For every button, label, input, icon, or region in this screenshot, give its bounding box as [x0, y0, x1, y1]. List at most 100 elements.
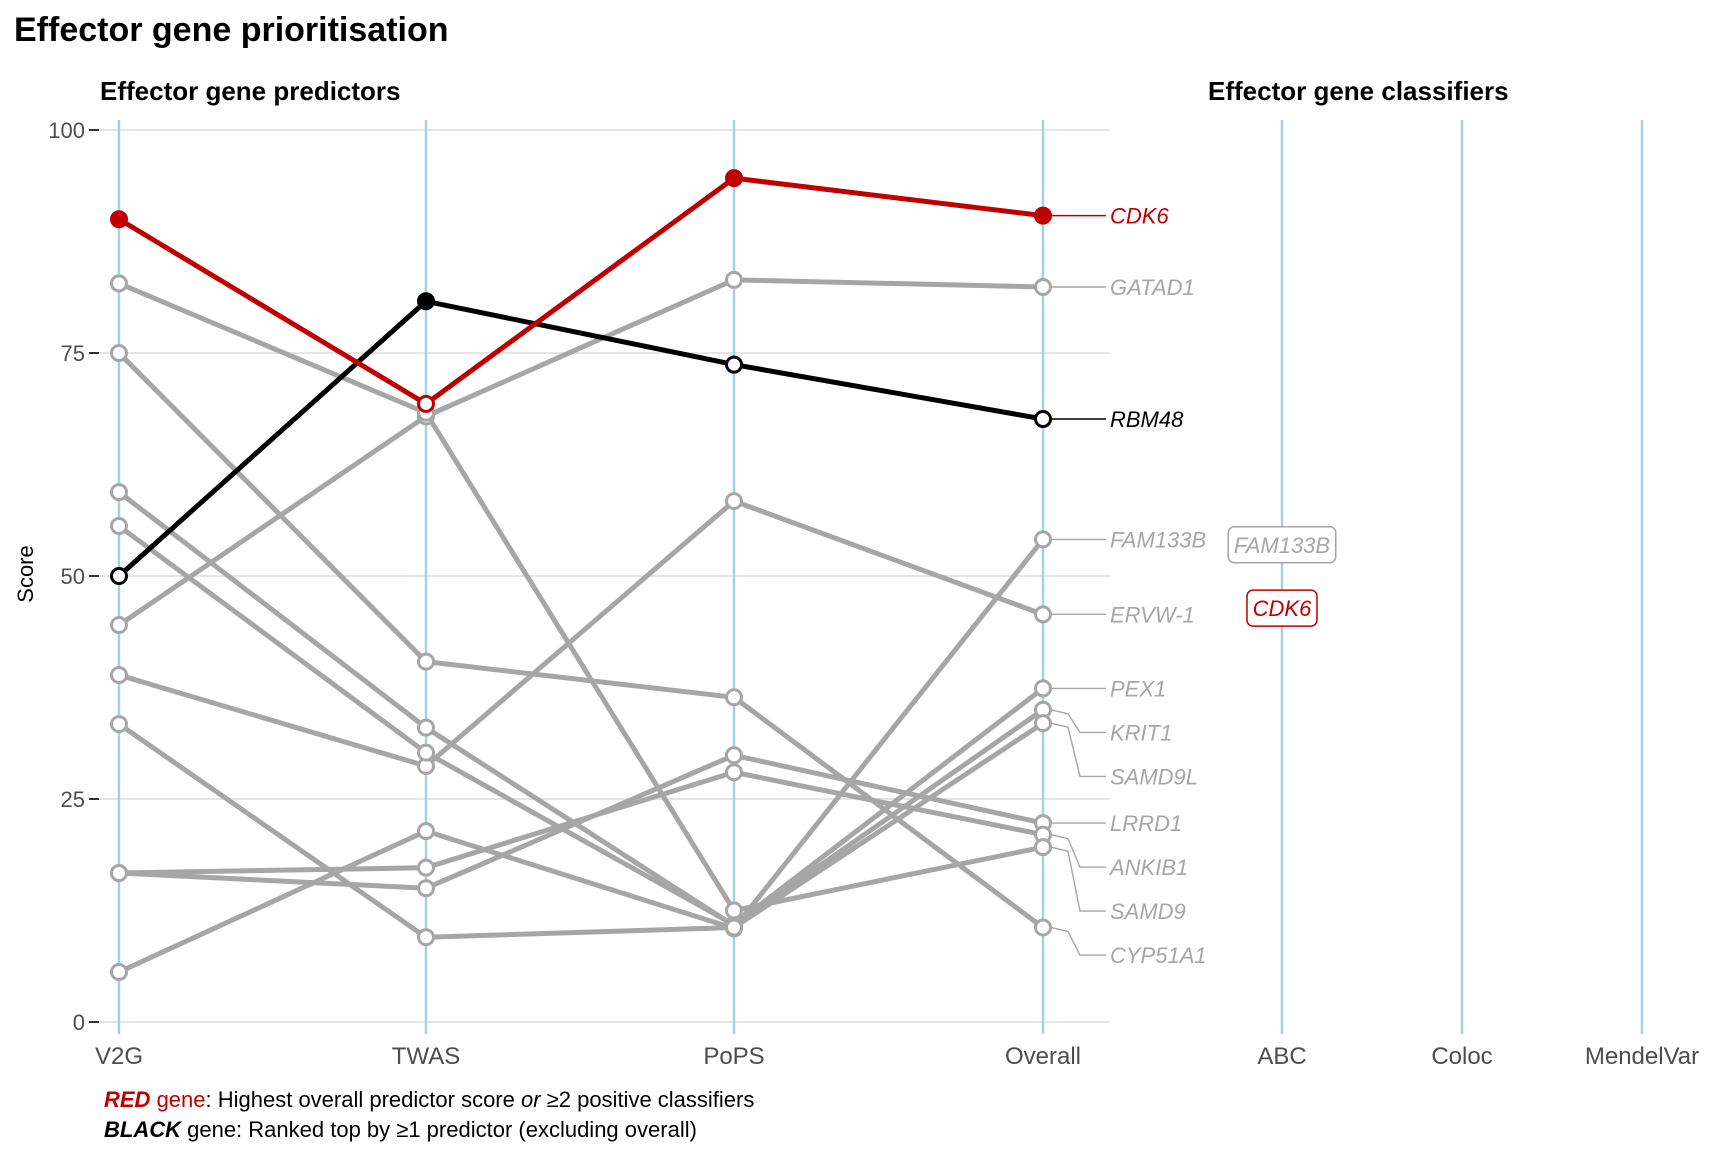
legend-red-text-a: : Highest overall predictor score	[206, 1087, 521, 1112]
series-label-lrrd1: LRRD1	[1110, 811, 1182, 836]
series-label-cdk6: CDK6	[1110, 204, 1169, 229]
x-tick-label-mendelvar: MendelVar	[1585, 1043, 1699, 1070]
point-ankib1-twas	[417, 858, 435, 877]
point-ervw-1-overall	[1034, 605, 1052, 624]
x-tick-label-abc: ABC	[1257, 1043, 1306, 1070]
classifiers-panel-title: Effector gene classifiers	[1208, 76, 1509, 106]
series-line-cyp51a1	[117, 351, 1045, 930]
point-cdk6-twas	[417, 394, 435, 413]
point-fam133b-v2g	[110, 963, 128, 982]
point-fam133b-overall	[1034, 530, 1052, 549]
legend: RED gene: Highest overall predictor scor…	[104, 1087, 754, 1142]
leader-cyp51a1	[1050, 926, 1106, 956]
series-points	[110, 169, 1052, 982]
point-rbm48-twas	[417, 292, 435, 311]
label-leaders	[1050, 214, 1106, 956]
x-tick-label-twas: TWAS	[392, 1043, 460, 1070]
point-samd9-pops	[725, 901, 743, 920]
series-label-samd9: SAMD9	[1110, 899, 1186, 924]
point-rbm48-pops	[725, 355, 743, 374]
point-cdk6-v2g	[110, 210, 128, 229]
leader-ankib1	[1050, 833, 1106, 868]
y-tick-label-75: 75	[61, 341, 85, 366]
series-labels: CDK6 GATAD1 RBM48 FAM133B ERVW-1 PEX1 KRIT1 SAM…	[1108, 204, 1207, 968]
point-fam133b-twas	[417, 822, 435, 841]
y-tick-label-50: 50	[61, 564, 85, 589]
series-line-ervw-1	[118, 498, 1044, 769]
series-line-fam133b	[117, 537, 1045, 975]
point-ankib1-v2g	[110, 864, 128, 883]
point-cdk6-pops	[725, 169, 743, 188]
series-line-samd9	[118, 281, 1044, 913]
point-gatad1-overall	[1034, 277, 1052, 296]
point-samd9-overall	[1034, 838, 1052, 857]
classifier-label-fam133b: FAM133B	[1234, 533, 1330, 558]
point-pex1-v2g	[110, 517, 128, 536]
series-lines	[117, 175, 1045, 975]
series-label-samd9l: SAMD9L	[1110, 764, 1198, 789]
classifier-label-cdk6: CDK6	[1253, 596, 1312, 621]
point-rbm48-overall	[1034, 410, 1052, 429]
point-samd9-v2g	[110, 274, 128, 293]
point-samd9l-twas	[417, 928, 435, 947]
point-pex1-overall	[1034, 679, 1052, 698]
point-lrrd1-pops	[725, 746, 743, 765]
classifier-labels: FAM133B CDK6	[1227, 526, 1337, 627]
point-cdk6-overall	[1034, 206, 1052, 225]
series-label-ervw-1: ERVW-1	[1110, 602, 1195, 627]
y-axis-ticks: 0 25 50 75 100	[48, 118, 99, 1035]
classifier-box-fam133b	[1227, 526, 1337, 564]
y-tick-label-100: 100	[48, 118, 85, 143]
leader-samd9	[1050, 846, 1106, 912]
y-tick-label-25: 25	[61, 787, 85, 812]
legend-line-black: BLACK gene: Ranked top by ≥1 predictor (…	[104, 1117, 697, 1142]
point-ankib1-pops	[725, 763, 743, 782]
series-line-cdk6	[117, 175, 1044, 407]
series-line-samd9l	[117, 721, 1045, 940]
series-line-pex1	[117, 524, 1045, 928]
legend-red-gene: gene	[150, 1087, 205, 1112]
legend-line-red: RED gene: Highest overall predictor scor…	[104, 1087, 754, 1112]
point-krit1-v2g	[110, 483, 128, 502]
point-ervw-1-pops	[725, 492, 743, 511]
predictors-panel-title: Effector gene predictors	[100, 76, 401, 106]
series-line-krit1	[117, 490, 1045, 929]
legend-black-text: gene: Ranked top by ≥1 predictor (exclud…	[181, 1117, 697, 1142]
series-label-gatad1: GATAD1	[1110, 275, 1195, 300]
point-gatad1-pops	[725, 270, 743, 289]
point-lrrd1-twas	[417, 879, 435, 898]
x-tick-label-coloc: Coloc	[1431, 1043, 1492, 1070]
series-label-cyp51a1: CYP51A1	[1110, 943, 1207, 968]
point-ervw-1-v2g	[110, 666, 128, 685]
series-line-rbm48	[117, 298, 1044, 578]
y-axis-label: Score	[13, 545, 38, 602]
legend-red-text-b: ≥2 positive classifiers	[541, 1087, 755, 1112]
series-label-fam133b: FAM133B	[1110, 527, 1206, 552]
point-cyp51a1-pops	[725, 688, 743, 707]
legend-red-strong: RED	[104, 1087, 151, 1112]
series-line-gatad1	[117, 277, 1044, 628]
classifier-box-cdk6	[1246, 589, 1318, 627]
point-pex1-twas	[417, 743, 435, 762]
point-cyp51a1-overall	[1034, 918, 1052, 937]
series-label-pex1: PEX1	[1110, 676, 1166, 701]
x-axis-ticks: V2G TWAS PoPS Overall ABC Coloc MendelVar	[95, 1043, 1699, 1070]
point-cyp51a1-v2g	[110, 344, 128, 362]
x-tick-label-pops: PoPS	[703, 1043, 764, 1070]
series-label-krit1: KRIT1	[1110, 720, 1172, 745]
point-samd9l-pops	[725, 918, 743, 937]
y-tick-label-0: 0	[73, 1010, 85, 1035]
point-samd9l-v2g	[110, 715, 128, 734]
leader-krit1	[1050, 709, 1106, 734]
series-line-ankib1	[118, 769, 1044, 876]
x-tick-label-v2g: V2G	[95, 1043, 143, 1070]
legend-black-strong: BLACK	[104, 1117, 183, 1142]
point-gatad1-v2g	[110, 616, 128, 635]
series-label-ankib1: ANKIB1	[1108, 855, 1188, 880]
x-tick-label-overall: Overall	[1005, 1043, 1081, 1070]
chart-title: Effector gene prioritisation	[14, 11, 449, 49]
point-rbm48-v2g	[110, 567, 128, 585]
point-cyp51a1-twas	[417, 652, 435, 671]
series-label-rbm48: RBM48	[1110, 407, 1184, 432]
